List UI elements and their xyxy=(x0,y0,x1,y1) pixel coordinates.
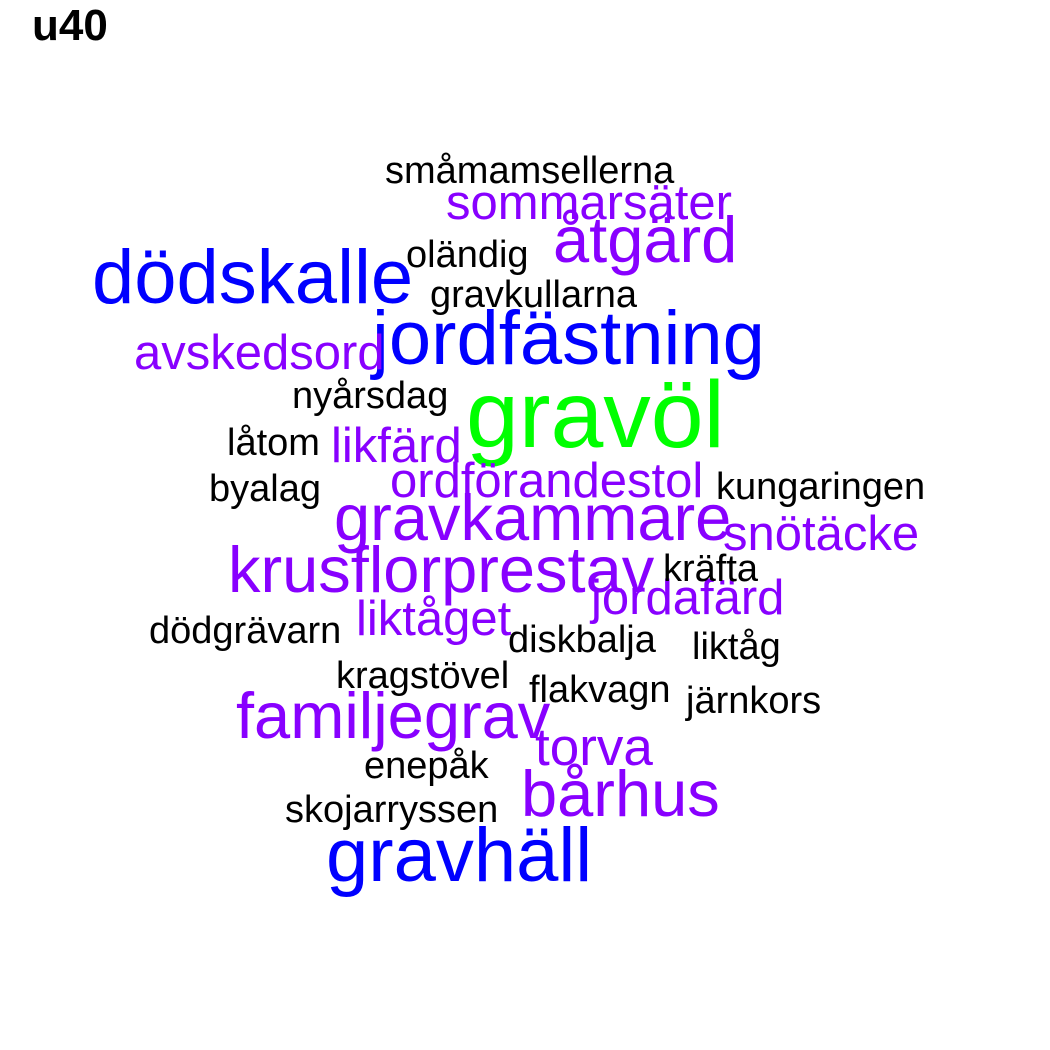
word-18: småmamsellerna xyxy=(385,150,675,192)
chart-title: u40 xyxy=(32,1,108,50)
word-33: skojarryssen xyxy=(285,789,498,831)
word-16: jordafärd xyxy=(589,571,784,625)
word-15: snötäcke xyxy=(723,507,919,561)
word-1: gravöl xyxy=(466,362,725,468)
word-24: kungaringen xyxy=(716,466,925,508)
word-23: byalag xyxy=(209,468,321,510)
word-32: enepåk xyxy=(364,745,490,787)
word-30: flakvagn xyxy=(529,669,671,711)
word-2: dödskalle xyxy=(92,235,413,320)
word-7: familjegrav xyxy=(236,679,551,752)
word-31: järnkors xyxy=(685,680,821,722)
word-5: gravkammare xyxy=(334,481,731,554)
word-8: bårhus xyxy=(521,757,720,830)
word-11: sommarsäter xyxy=(446,176,732,230)
word-3: jordfästning xyxy=(370,296,765,381)
word-22: låtom xyxy=(227,422,320,464)
word-4: gravhäll xyxy=(326,813,592,898)
word-21: nyårsdag xyxy=(292,375,448,417)
word-9: åtgärd xyxy=(553,203,737,276)
word-17: liktåget xyxy=(356,592,512,646)
word-26: dödgrävarn xyxy=(149,610,341,652)
word-19: oländig xyxy=(406,234,529,276)
word-10: torva xyxy=(535,718,653,777)
word-25: kräfta xyxy=(663,548,759,590)
word-13: likfärd xyxy=(331,419,462,473)
word-29: kragstövel xyxy=(336,655,509,697)
word-14: ordförandestol xyxy=(390,454,703,508)
word-12: avskedsord xyxy=(134,326,385,380)
word-27: diskbalja xyxy=(508,619,657,661)
word-20: gravkullarna xyxy=(430,274,638,316)
word-28: liktåg xyxy=(692,626,781,668)
word-6: krusflorprestav xyxy=(228,533,655,606)
